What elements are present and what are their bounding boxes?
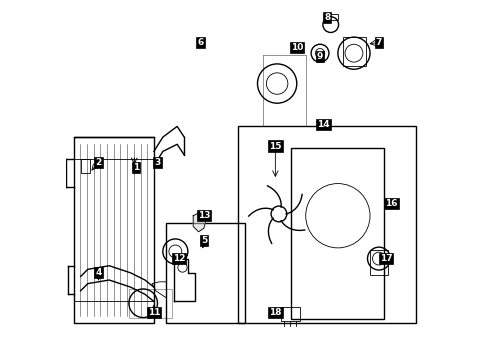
Text: 11: 11 [147,308,160,317]
Text: 12: 12 [172,254,185,263]
Bar [281,307,300,321]
Bar [81,158,90,173]
Text: 16: 16 [385,199,398,208]
Text: 5: 5 [201,236,207,245]
Text: 9: 9 [317,52,323,61]
Bar [370,249,388,275]
Text: 17: 17 [380,254,392,263]
Text: 13: 13 [197,211,210,220]
Text: 8: 8 [324,13,330,22]
Text: 1: 1 [133,163,139,172]
Text: 14: 14 [318,120,330,129]
Text: 3: 3 [154,158,161,167]
Text: 10: 10 [291,43,303,52]
Text: 7: 7 [376,38,382,47]
Text: 6: 6 [197,38,203,47]
Bar [292,148,384,319]
Text: 4: 4 [96,268,102,277]
Bar [238,126,416,323]
Bar [167,223,245,323]
Polygon shape [193,212,206,232]
Text: 2: 2 [96,158,101,167]
Text: 15: 15 [269,141,282,150]
Bar [343,37,367,66]
Bar [74,137,154,323]
Text: 18: 18 [269,308,282,317]
Bar [323,14,338,20]
